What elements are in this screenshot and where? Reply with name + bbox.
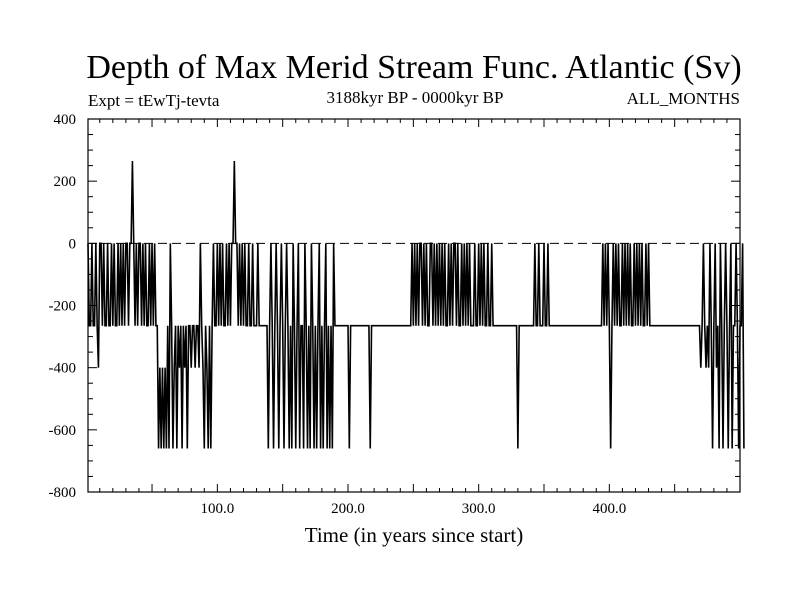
y-tick-label: 0 [69,236,77,252]
x-tick-label: 300.0 [462,501,496,517]
x-tick-label: 100.0 [200,501,234,517]
y-tick-label: -200 [49,299,77,315]
y-tick-label: 400 [54,112,77,128]
plot-area: 100.0 200.0 300.0 400.0 400 200 0 -200 -400 -600… [49,112,745,517]
experiment-label: Expt = tEwTj-tevta [88,91,220,110]
y-tick-label: -400 [49,361,77,377]
y-tick-label: 200 [54,174,77,190]
x-tick-label: 200.0 [331,501,365,517]
y-tick-label: -800 [49,485,77,501]
x-tick-label: 400.0 [592,501,626,517]
chart-title: Depth of Max Merid Stream Func. Atlantic… [86,49,741,86]
series-line [87,160,745,449]
y-tick-label: -600 [49,423,77,439]
months-label: ALL_MONTHS [627,89,740,108]
time-range-label: 3188kyr BP - 0000kyr BP [327,88,504,107]
series-group [87,160,745,449]
x-axis-label: Time (in years since start) [305,523,524,547]
x-axis: 100.0 200.0 300.0 400.0 [99,119,728,517]
